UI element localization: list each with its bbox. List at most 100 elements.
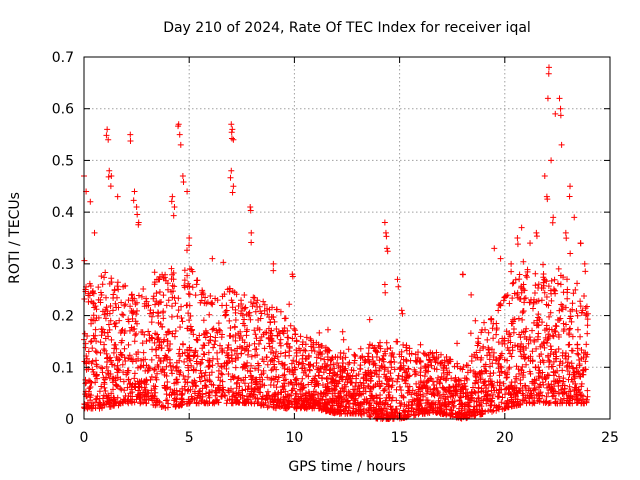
data-point xyxy=(337,388,344,395)
data-point xyxy=(252,386,259,393)
data-point xyxy=(552,290,559,297)
data-point xyxy=(581,260,588,267)
data-point xyxy=(223,360,230,367)
data-point xyxy=(333,372,340,379)
x-axis-label: GPS time / hours xyxy=(288,459,405,475)
data-point xyxy=(403,344,410,351)
data-point xyxy=(98,292,105,299)
data-point xyxy=(299,360,306,367)
data-point xyxy=(512,276,519,283)
data-point xyxy=(163,363,170,370)
data-point xyxy=(265,335,272,342)
data-point xyxy=(247,203,254,210)
data-point xyxy=(523,400,530,407)
data-point xyxy=(286,344,293,351)
data-point xyxy=(218,363,225,370)
data-point xyxy=(319,351,326,358)
data-point xyxy=(320,402,327,409)
data-point xyxy=(133,299,140,306)
data-point xyxy=(547,343,554,350)
data-point xyxy=(441,362,448,369)
data-point xyxy=(552,110,559,117)
data-point xyxy=(91,304,98,311)
data-point xyxy=(272,405,279,412)
data-point xyxy=(118,299,125,306)
data-point xyxy=(408,350,415,357)
data-point xyxy=(206,359,213,366)
data-point xyxy=(529,327,536,334)
data-point xyxy=(423,397,430,404)
data-point xyxy=(550,214,557,221)
data-point xyxy=(255,385,262,392)
data-point xyxy=(254,400,261,407)
data-point xyxy=(471,351,478,358)
data-point xyxy=(579,367,586,374)
data-point xyxy=(248,400,255,407)
data-point xyxy=(194,337,201,344)
data-point xyxy=(151,365,158,372)
data-point xyxy=(504,397,511,404)
data-point xyxy=(518,224,525,231)
data-point xyxy=(267,399,274,406)
data-point xyxy=(237,333,244,340)
data-point xyxy=(221,392,228,399)
data-point xyxy=(164,338,171,345)
data-point xyxy=(511,290,518,297)
data-point xyxy=(406,345,413,352)
data-point xyxy=(260,298,267,305)
data-point xyxy=(311,383,318,390)
data-point xyxy=(198,370,205,377)
data-point xyxy=(219,302,226,309)
data-point xyxy=(158,345,165,352)
data-point xyxy=(488,397,495,404)
data-point xyxy=(247,399,254,406)
data-point xyxy=(580,400,587,407)
data-point xyxy=(171,203,178,210)
data-point xyxy=(128,292,135,299)
data-point xyxy=(97,289,104,296)
data-point xyxy=(408,404,415,411)
data-point xyxy=(465,401,472,408)
data-point xyxy=(573,393,580,400)
data-point xyxy=(137,364,144,371)
data-point xyxy=(174,379,181,386)
data-point xyxy=(482,326,489,333)
data-point xyxy=(148,373,155,380)
x-tick-label: 5 xyxy=(185,430,194,446)
data-point xyxy=(577,298,584,305)
data-point xyxy=(264,374,271,381)
data-point xyxy=(500,380,507,387)
data-point xyxy=(423,383,430,390)
data-point xyxy=(93,315,100,322)
x-tick-labels: 0 5 10 15 20 25 xyxy=(80,430,619,446)
data-point xyxy=(440,391,447,398)
data-point xyxy=(281,383,288,390)
data-point xyxy=(129,315,136,322)
data-point xyxy=(85,348,92,355)
data-point xyxy=(299,375,306,382)
data-point xyxy=(213,397,220,404)
data-point xyxy=(489,360,496,367)
data-point xyxy=(219,371,226,378)
data-point xyxy=(436,379,443,386)
data-point xyxy=(366,316,373,323)
data-point xyxy=(92,326,99,333)
data-point xyxy=(398,307,405,314)
data-point xyxy=(527,240,534,247)
data-point xyxy=(258,401,265,408)
data-point xyxy=(467,367,474,374)
data-point xyxy=(339,376,346,383)
data-point xyxy=(125,341,132,348)
data-point xyxy=(188,266,195,273)
data-point xyxy=(468,291,475,298)
data-point xyxy=(90,299,97,306)
data-point xyxy=(293,338,300,345)
data-point xyxy=(302,392,309,399)
data-point xyxy=(582,366,589,373)
data-point xyxy=(292,327,299,334)
data-point xyxy=(407,357,414,364)
data-point xyxy=(175,123,182,130)
data-point xyxy=(230,183,237,190)
data-point xyxy=(471,398,478,405)
data-point xyxy=(105,371,112,378)
